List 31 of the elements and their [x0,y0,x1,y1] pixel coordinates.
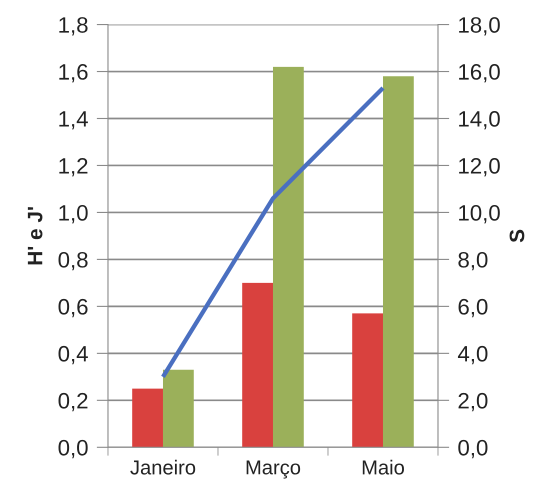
y2-tick-label: 0,0 [458,440,488,458]
x-tick-label: Março [246,460,300,479]
y-tick-label: 1,6 [59,64,88,82]
y2-tick-label: 12,0 [459,158,500,176]
y2-tick-label: 10,0 [459,204,500,224]
y-tick-label: 1,4 [59,111,88,130]
y2-tick-label: 6,0 [458,298,488,318]
y-tick-label: 0,8 [58,252,88,270]
y-tick-label: 0,4 [58,346,88,364]
bar [132,388,163,448]
y2-tick-label: 2,0 [458,392,488,412]
y-axis-title: H' e J' [28,207,42,264]
y-tick-label: 0,2 [58,392,88,412]
y-tick-label: 1,2 [59,158,88,176]
y-tick-label: 0,0 [58,440,88,458]
y2-tick-label: 4,0 [458,346,488,364]
bar [382,76,414,448]
bar [162,370,194,448]
y2-axis-title: S [510,230,524,242]
y-tick-label: 1,0 [59,204,88,224]
y2-tick-label: 8,0 [458,252,488,270]
y-tick-label: 0,6 [58,298,88,318]
bar [352,313,383,448]
x-tick-label: Janeiro [130,460,196,475]
y2-tick-label: 14,0 [459,111,500,130]
bar [242,282,273,448]
y-tick-label: 1,8 [59,17,88,36]
x-tick-label: Maio [362,460,404,475]
y2-tick-label: 18,0 [459,17,500,36]
bar [272,66,304,448]
y2-tick-label: 16,0 [459,64,500,82]
